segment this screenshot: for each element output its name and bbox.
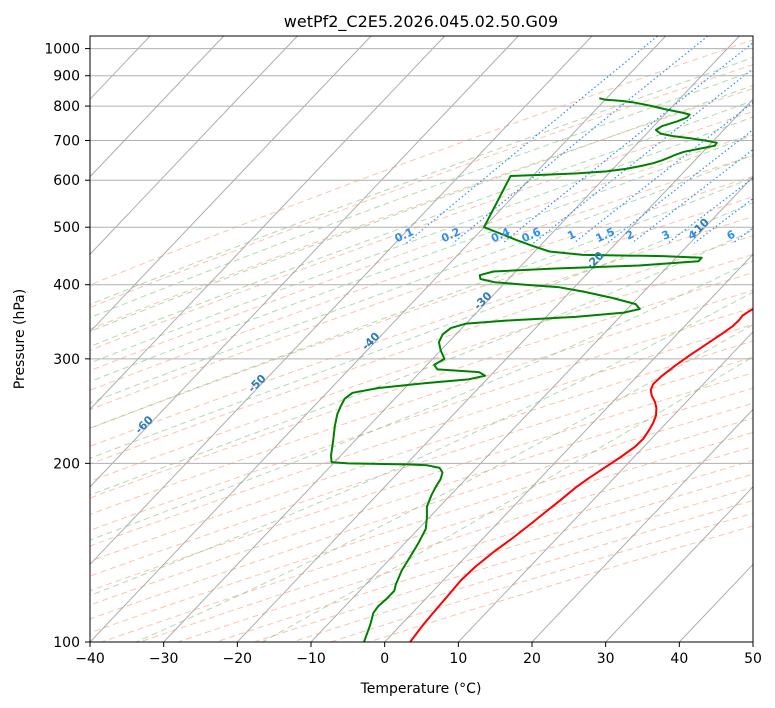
moist-adiabat <box>90 176 753 429</box>
temperature-line <box>408 307 753 642</box>
x-tick-label: −10 <box>296 651 326 667</box>
dry-adiabat <box>90 64 753 308</box>
dry-adiabat <box>90 235 753 465</box>
dry-adiabat <box>90 417 753 634</box>
isotherm <box>384 253 753 642</box>
y-tick-label: 700 <box>53 133 80 149</box>
dry-adiabat <box>330 512 753 642</box>
moist-adiabat <box>90 134 753 383</box>
isotherm <box>236 98 753 642</box>
x-tick-label: 20 <box>523 651 541 667</box>
y-tick-label: 900 <box>53 69 80 85</box>
y-tick-label: 100 <box>53 635 80 651</box>
y-tick-label: 400 <box>53 278 80 294</box>
chart-title: wetPf2_C2E5.2026.045.02.50.G09 <box>284 12 558 32</box>
dry-adiabat <box>90 307 753 531</box>
isotherm <box>90 36 446 411</box>
y-tick-label: 800 <box>53 99 80 115</box>
dry-adiabat <box>90 323 753 547</box>
y-tick-label: 300 <box>53 352 80 368</box>
isotherm <box>90 36 225 178</box>
isotherm <box>90 36 519 488</box>
isotherm <box>90 36 298 256</box>
x-tick-label: 30 <box>597 651 615 667</box>
x-tick-label: 50 <box>744 651 762 667</box>
isotherm <box>90 36 667 642</box>
moist-adiabat <box>90 229 753 496</box>
series-lines <box>330 97 753 642</box>
isotherm <box>163 36 740 642</box>
plot-frame <box>89 35 754 643</box>
dry-adiabat <box>90 356 753 577</box>
moist-adiabat <box>90 291 753 597</box>
dry-adiabat <box>292 499 753 642</box>
x-tick-label: 40 <box>670 651 688 667</box>
dry-adiabat <box>90 402 753 620</box>
mixing-ratio-line <box>452 36 709 244</box>
y-tick-label: 600 <box>53 173 80 189</box>
y-tick-label: 200 <box>53 456 80 472</box>
x-axis: −40 −30 −20 −10 0 10 20 30 40 50 <box>75 642 762 667</box>
dry-adiabat <box>90 133 753 372</box>
x-tick-label: −20 <box>223 651 253 667</box>
dry-adiabat <box>90 110 753 351</box>
dry-adiabat <box>90 340 753 562</box>
isotherm <box>531 408 753 642</box>
dry-adiabat <box>90 154 753 391</box>
dry-adiabat <box>90 39 753 286</box>
dry-adiabat <box>90 387 753 606</box>
moist-adiabat <box>90 259 753 541</box>
mixing-ratio-line <box>502 41 753 244</box>
dry-adiabat <box>90 175 753 411</box>
isotherm <box>90 36 372 333</box>
isotherm <box>605 486 753 642</box>
x-tick-label: −30 <box>149 651 179 667</box>
dewpoint-line <box>330 97 718 642</box>
x-tick-label: −40 <box>75 651 105 667</box>
isotherm <box>90 36 593 566</box>
x-tick-label: 10 <box>449 651 467 667</box>
dry-adiabat <box>254 486 753 642</box>
y-axis-label: Pressure (hPa) <box>12 289 28 389</box>
pressure-grid <box>90 48 753 642</box>
y-tick-label: 500 <box>53 220 80 236</box>
y-axis: 1000 900 800 700 600 500 400 300 200 100 <box>44 42 90 651</box>
moist-adiabat <box>90 154 753 404</box>
dry-adiabat <box>90 272 753 499</box>
dry-adiabat <box>90 215 753 447</box>
moist-adiabat <box>90 57 753 306</box>
y-tick-label: 1000 <box>44 42 80 58</box>
isotherm <box>310 176 753 642</box>
isotherm <box>457 331 753 642</box>
dry-adiabat <box>90 372 753 592</box>
x-axis-label: Temperature (°C) <box>360 681 482 697</box>
background-lines <box>90 36 753 642</box>
moist-adiabat <box>90 84 753 333</box>
dry-adiabat <box>90 196 753 429</box>
x-tick-label: 0 <box>380 651 389 667</box>
moist-adiabat <box>90 70 753 319</box>
dry-adiabat <box>90 253 753 482</box>
